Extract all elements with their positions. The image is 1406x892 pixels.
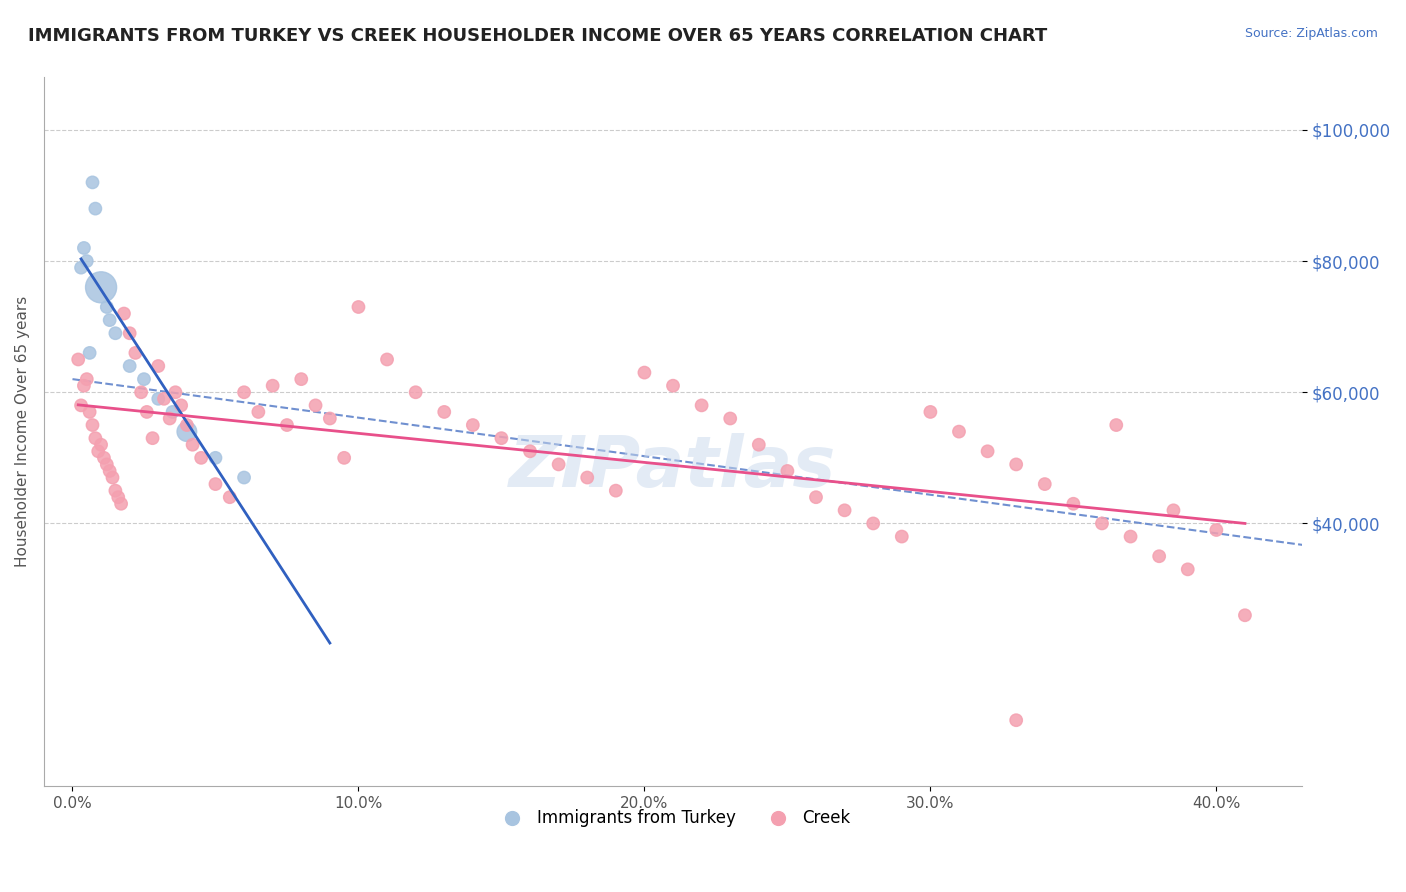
Point [98,464,121,478]
Point [1119,530,1142,544]
Point [104,483,127,498]
Point [153,392,176,406]
Point [834,503,856,517]
Point [142,431,165,445]
Point [1005,458,1028,472]
Point [73,241,96,255]
Point [247,405,270,419]
Point [93,450,115,465]
Point [110,497,132,511]
Point [96,300,118,314]
Y-axis label: Householder Income Over 65 years: Householder Income Over 65 years [15,296,30,567]
Point [104,326,127,341]
Point [1005,713,1028,727]
Point [129,385,152,400]
Point [304,398,326,412]
Point [1163,503,1185,517]
Point [176,418,198,433]
Point [519,444,541,458]
Point [804,490,827,504]
Point [118,359,141,373]
Point [776,464,799,478]
Point [70,398,93,412]
Text: Source: ZipAtlas.com: Source: ZipAtlas.com [1244,27,1378,40]
Point [1033,477,1056,491]
Point [1062,497,1084,511]
Point [124,346,146,360]
Point [148,359,170,373]
Legend: Immigrants from Turkey, Creek: Immigrants from Turkey, Creek [489,803,858,834]
Point [84,431,107,445]
Point [79,405,101,419]
Point [90,438,112,452]
Point [67,352,90,367]
Point [118,326,141,341]
Point [76,372,98,386]
Point [920,405,942,419]
Point [90,280,112,294]
Point [547,458,569,472]
Point [862,516,884,531]
Point [576,470,599,484]
Point [218,490,240,504]
Point [605,483,627,498]
Point [233,385,256,400]
Point [890,530,912,544]
Point [233,470,256,484]
Point [82,418,104,433]
Point [82,175,104,189]
Point [276,418,298,433]
Point [662,378,685,392]
Point [1177,562,1199,576]
Point [162,405,184,419]
Point [319,411,342,425]
Point [76,254,98,268]
Point [1233,608,1256,623]
Point [176,425,198,439]
Point [405,385,427,400]
Point [1105,418,1128,433]
Point [1205,523,1227,537]
Point [976,444,998,458]
Point [73,378,96,392]
Point [333,450,356,465]
Point [491,431,513,445]
Point [718,411,741,425]
Point [204,477,226,491]
Point [262,378,284,392]
Point [112,307,135,321]
Point [375,352,398,367]
Point [159,411,181,425]
Point [101,470,124,484]
Point [107,490,129,504]
Point [79,346,101,360]
Point [170,398,193,412]
Point [948,425,970,439]
Point [70,260,93,275]
Point [1147,549,1170,564]
Point [165,385,187,400]
Point [204,450,226,465]
Point [633,366,655,380]
Point [748,438,770,452]
Point [87,444,110,458]
Point [347,300,370,314]
Point [433,405,456,419]
Text: ZIPatlas: ZIPatlas [509,433,837,501]
Point [181,438,204,452]
Point [690,398,713,412]
Point [190,450,212,465]
Point [1091,516,1114,531]
Point [96,458,118,472]
Point [132,372,155,386]
Point [148,392,170,406]
Point [84,202,107,216]
Text: IMMIGRANTS FROM TURKEY VS CREEK HOUSEHOLDER INCOME OVER 65 YEARS CORRELATION CHA: IMMIGRANTS FROM TURKEY VS CREEK HOUSEHOL… [28,27,1047,45]
Point [98,313,121,327]
Point [461,418,484,433]
Point [135,405,157,419]
Point [290,372,312,386]
